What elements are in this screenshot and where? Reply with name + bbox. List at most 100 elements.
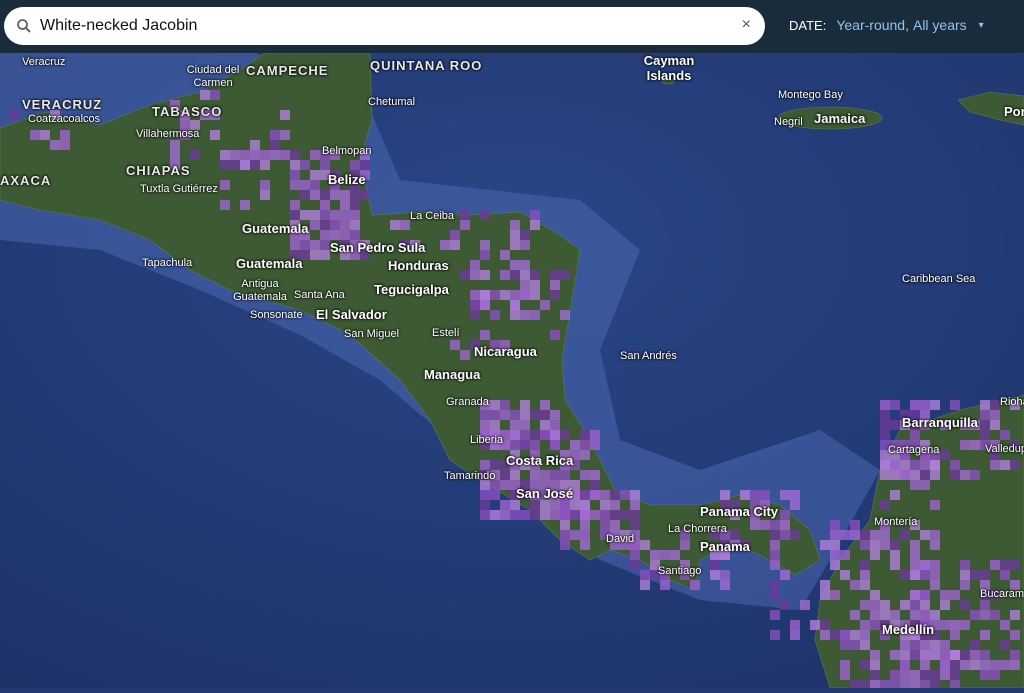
occurrence-cell: [950, 670, 960, 680]
occurrence-cell: [500, 500, 510, 510]
occurrence-cell: [490, 470, 500, 480]
occurrence-cell: [580, 510, 590, 520]
years-value[interactable]: All years: [912, 17, 967, 33]
occurrence-cell: [900, 630, 910, 640]
map-label: San Pedro Sula: [330, 240, 426, 255]
occurrence-cell: [910, 600, 920, 610]
occurrence-cell: [350, 160, 360, 170]
occurrence-cell: [610, 540, 620, 550]
occurrence-cell: [880, 430, 890, 440]
occurrence-cell: [870, 550, 880, 560]
occurrence-cell: [500, 250, 510, 260]
occurrence-cell: [320, 170, 330, 180]
occurrence-cell: [940, 640, 950, 650]
map-label: Tamarindo: [444, 470, 496, 482]
map-label: Guatemala: [242, 221, 309, 236]
occurrence-cell: [1010, 650, 1020, 660]
map-label: Tapachula: [142, 257, 193, 269]
occurrence-cell: [30, 130, 40, 140]
top-bar: × DATE: Year-round, All years ▾: [0, 0, 1024, 53]
occurrence-cell: [910, 470, 920, 480]
occurrence-cell: [880, 680, 890, 690]
occurrence-cell: [520, 440, 530, 450]
occurrence-cell: [560, 450, 570, 460]
occurrence-cell: [800, 600, 810, 610]
occurrence-cell: [970, 650, 980, 660]
map-label: Coatzacoalcos: [28, 113, 101, 125]
occurrence-cell: [300, 190, 310, 200]
species-search-input[interactable]: [38, 16, 722, 36]
occurrence-cell: [920, 420, 930, 430]
occurrence-cell: [310, 210, 320, 220]
occurrence-cell: [480, 240, 490, 250]
occurrence-cell: [550, 490, 560, 500]
occurrence-cell: [320, 220, 330, 230]
date-filter[interactable]: DATE: Year-round, All years ▾: [789, 17, 984, 33]
season-value[interactable]: Year-round,: [836, 17, 909, 33]
occurrence-cell: [520, 240, 530, 250]
occurrence-cell: [510, 420, 520, 430]
occurrence-cell: [310, 220, 320, 230]
occurrence-cell: [860, 640, 870, 650]
occurrence-cell: [340, 210, 350, 220]
occurrence-cell: [560, 520, 570, 530]
occurrence-cell: [920, 640, 930, 650]
map-canvas[interactable]: [0, 50, 1024, 690]
occurrence-cell: [910, 540, 920, 550]
occurrence-cell: [570, 480, 580, 490]
occurrence-cell: [850, 680, 860, 690]
occurrence-cell: [920, 590, 930, 600]
occurrence-cell: [540, 410, 550, 420]
occurrence-cell: [360, 190, 370, 200]
occurrence-cell: [980, 650, 990, 660]
occurrence-cell: [490, 420, 500, 430]
occurrence-cell: [520, 260, 530, 270]
occurrence-cell: [950, 680, 960, 690]
occurrence-cell: [290, 250, 300, 260]
occurrence-cell: [540, 510, 550, 520]
occurrence-cell: [860, 620, 870, 630]
occurrence-cell: [960, 600, 970, 610]
occurrence-cell: [710, 550, 720, 560]
map-label: Jamaica: [814, 111, 866, 126]
occurrence-cell: [960, 660, 970, 670]
occurrence-cell: [900, 600, 910, 610]
occurrence-cell: [580, 490, 590, 500]
species-search-box[interactable]: ×: [4, 7, 765, 45]
map-label: Honduras: [388, 258, 449, 273]
occurrence-cell: [560, 540, 570, 550]
occurrence-cell: [480, 410, 490, 420]
occurrence-cell: [220, 160, 230, 170]
range-map[interactable]: Veracruz VERACRUZ Coatzacoalcos TABASCO Vill…: [0, 50, 1024, 690]
occurrence-cell: [550, 500, 560, 510]
occurrence-cell: [60, 130, 70, 140]
occurrence-cell: [1000, 560, 1010, 570]
occurrence-cell: [630, 560, 640, 570]
occurrence-cell: [860, 530, 870, 540]
occurrence-cell: [490, 410, 500, 420]
occurrence-cell: [930, 610, 940, 620]
chevron-down-icon[interactable]: ▾: [978, 19, 984, 31]
map-label: Panama: [700, 539, 750, 554]
occurrence-cell: [340, 220, 350, 230]
occurrence-cell: [540, 430, 550, 440]
clear-search-icon[interactable]: ×: [741, 16, 751, 33]
occurrence-cell: [980, 630, 990, 640]
occurrence-cell: [480, 490, 490, 500]
occurrence-cell: [920, 530, 930, 540]
occurrence-cell: [480, 290, 490, 300]
occurrence-cell: [850, 520, 860, 530]
occurrence-cell: [270, 150, 280, 160]
occurrence-cell: [290, 160, 300, 170]
occurrence-cell: [920, 480, 930, 490]
occurrence-cell: [670, 550, 680, 560]
occurrence-cell: [980, 410, 990, 420]
occurrence-cell: [170, 160, 180, 170]
occurrence-cell: [900, 650, 910, 660]
occurrence-cell: [10, 110, 20, 120]
occurrence-cell: [490, 490, 500, 500]
occurrence-cell: [550, 440, 560, 450]
occurrence-cell: [520, 400, 530, 410]
occurrence-cell: [770, 540, 780, 550]
occurrence-cell: [930, 620, 940, 630]
